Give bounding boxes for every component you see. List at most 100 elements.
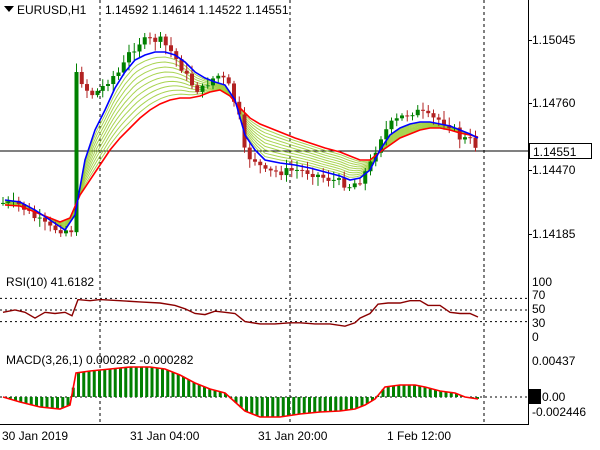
- candle-body: [279, 171, 284, 176]
- macd-histogram-bar: [150, 367, 154, 397]
- candle-body: [331, 179, 336, 181]
- candle-body: [74, 72, 79, 233]
- candle-body: [142, 37, 147, 45]
- macd-histogram-bar: [50, 397, 54, 409]
- candle-body: [253, 159, 257, 162]
- candle-body: [200, 85, 205, 92]
- time-axis-border: [0, 424, 529, 425]
- macd-histogram-bar: [355, 397, 359, 409]
- macd-histogram-bar: [182, 376, 185, 397]
- macd-histogram-bar: [276, 397, 280, 417]
- macd-histogram-bar: [208, 388, 212, 397]
- candle-body: [442, 119, 446, 126]
- macd-histogram-bar: [140, 367, 143, 397]
- candle-body: [148, 37, 152, 39]
- axis-tick: [528, 103, 532, 104]
- macd-chart: [0, 347, 528, 424]
- macd-histogram-bar: [40, 397, 44, 408]
- macd-histogram-bar: [124, 367, 128, 397]
- candle-body: [415, 109, 420, 116]
- candle-body: [232, 83, 236, 102]
- macd-pane[interactable]: MACD(3,26,1) 0.000282 -0.000282: [0, 347, 529, 424]
- candle-body: [32, 210, 37, 219]
- macd-histogram-bar: [418, 385, 422, 397]
- candle-body: [310, 173, 315, 178]
- macd-histogram-bar: [224, 393, 227, 397]
- macd-histogram-bar: [255, 397, 259, 416]
- candle-body: [184, 70, 189, 74]
- macd-histogram-bar: [203, 386, 206, 397]
- candle-body: [1, 202, 5, 204]
- macd-histogram-bar: [402, 385, 406, 397]
- candle-body: [431, 113, 436, 118]
- macd-histogram-bar: [92, 370, 96, 397]
- macd-histogram-bar: [71, 387, 75, 397]
- macd-zero-marker: [529, 389, 541, 404]
- rsi-axis-label: 70: [532, 288, 546, 302]
- macd-histogram-bar: [213, 390, 217, 397]
- macd-histogram-bar: [371, 397, 374, 401]
- chart-menu-arrow-icon[interactable]: [4, 6, 14, 12]
- macd-histogram-bar: [444, 391, 448, 397]
- macd-histogram-bar: [19, 397, 23, 403]
- rsi-axis-label: 30: [532, 316, 546, 330]
- macd-histogram-bar: [61, 397, 65, 408]
- macd-histogram-bar: [192, 382, 196, 397]
- macd-histogram-bar: [423, 387, 427, 397]
- macd-histogram-bar: [323, 397, 327, 412]
- candle-body: [258, 161, 263, 166]
- rsi-axis-label: 100: [532, 275, 553, 289]
- candle-body: [226, 77, 231, 84]
- candle-body: [137, 44, 142, 52]
- candle-body: [316, 174, 320, 178]
- price-chart-pane[interactable]: EURUSD,H1 1.14592 1.14614 1.14522 1.1455…: [0, 0, 529, 269]
- price-axis-label: 1.15045: [532, 33, 576, 47]
- time-axis-label: 1 Feb 12:00: [387, 429, 452, 443]
- candle-body: [127, 52, 131, 63]
- candle-body: [158, 36, 163, 42]
- macd-histogram-bar: [287, 397, 290, 416]
- candle-body: [473, 137, 478, 148]
- candle-body: [289, 168, 294, 171]
- macd-histogram-bar: [166, 370, 170, 397]
- macd-histogram-bar: [449, 392, 453, 397]
- candle-body: [195, 85, 200, 92]
- macd-histogram-bar: [176, 374, 180, 397]
- macd-histogram-bar: [129, 367, 133, 397]
- macd-histogram-bar: [271, 397, 275, 417]
- candle-body: [48, 221, 53, 226]
- candle-body: [85, 84, 89, 91]
- axis-tick: [528, 40, 532, 41]
- axis-tick: [528, 234, 532, 235]
- rsi-pane[interactable]: RSI(10) 41.6182: [0, 269, 529, 347]
- rsi-line: [2, 298, 479, 327]
- candle-body: [43, 217, 47, 222]
- candle-body: [263, 165, 268, 169]
- macd-histogram-bar: [56, 397, 59, 409]
- macd-histogram-bar: [302, 397, 306, 414]
- macd-histogram-bar: [245, 397, 248, 412]
- candle-body: [321, 174, 326, 178]
- candle-body: [58, 230, 63, 234]
- time-axis-label: 31 Jan 20:00: [258, 429, 328, 443]
- candle-body: [132, 51, 137, 53]
- macd-signal-line: [2, 366, 479, 418]
- price-axis-label: 1.14760: [532, 96, 576, 110]
- macd-histogram-bar: [407, 385, 411, 397]
- macd-histogram-bar: [344, 397, 348, 411]
- candle-body: [169, 45, 173, 52]
- macd-histogram-bar: [161, 368, 164, 397]
- macd-histogram-bar: [397, 385, 401, 397]
- slow-ma-line: [4, 89, 479, 223]
- symbol-label: EURUSD,H1: [17, 3, 87, 17]
- fast-ma-line: [4, 51, 479, 232]
- candle-body: [410, 115, 415, 117]
- macd-histogram-bar: [350, 397, 353, 410]
- macd-histogram-bar: [24, 397, 28, 404]
- macd-axis-label: -0.002446: [532, 405, 587, 419]
- candle-body: [326, 177, 331, 181]
- macd-histogram-bar: [434, 389, 437, 397]
- macd-histogram-bar: [82, 371, 86, 397]
- macd-histogram-bar: [365, 397, 369, 404]
- macd-histogram-bar: [339, 397, 343, 411]
